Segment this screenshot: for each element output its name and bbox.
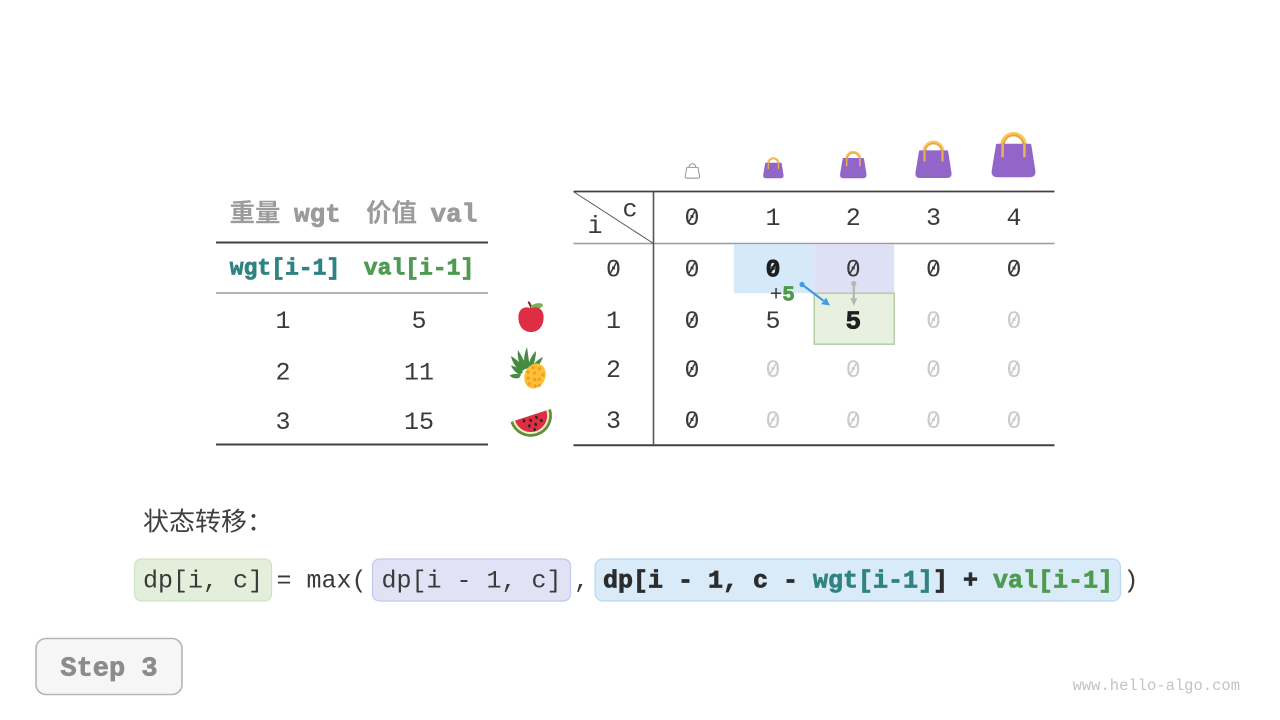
svg-text:2: 2 xyxy=(275,359,290,388)
svg-text:5: 5 xyxy=(411,307,426,336)
svg-text:0: 0 xyxy=(846,407,861,436)
svg-text:0: 0 xyxy=(926,407,941,436)
svg-text:3: 3 xyxy=(926,204,941,233)
svg-text:i: i xyxy=(587,212,602,241)
svg-text:4: 4 xyxy=(1006,204,1021,233)
svg-text:3: 3 xyxy=(606,407,621,436)
svg-text:0: 0 xyxy=(1006,356,1021,385)
svg-text:5: 5 xyxy=(782,285,795,308)
svg-text:= max(: = max( xyxy=(277,566,367,595)
svg-text:0: 0 xyxy=(684,204,699,233)
svg-text:dp[i - 1, c]: dp[i - 1, c] xyxy=(381,566,561,595)
svg-text:0: 0 xyxy=(1006,407,1021,436)
svg-text:0: 0 xyxy=(684,356,699,385)
svg-text:2: 2 xyxy=(606,356,621,385)
svg-text:dp[i, c]: dp[i, c] xyxy=(143,566,263,595)
svg-text:0: 0 xyxy=(765,407,780,436)
svg-text:val[i-1]: val[i-1] xyxy=(364,256,474,282)
svg-text:0: 0 xyxy=(926,255,941,284)
svg-text:dp[i - 1, c - wgt[i-1]] + val[: dp[i - 1, c - wgt[i-1]] + val[i-1] xyxy=(603,566,1113,595)
svg-text:5: 5 xyxy=(765,307,780,336)
svg-text:0: 0 xyxy=(684,407,699,436)
svg-text:wgt: wgt xyxy=(294,200,341,230)
svg-text:1: 1 xyxy=(606,307,621,336)
svg-text:wgt[i-1]: wgt[i-1] xyxy=(230,256,340,282)
svg-text:0: 0 xyxy=(606,255,621,284)
svg-text:1: 1 xyxy=(275,307,290,336)
svg-text:11: 11 xyxy=(404,359,434,388)
svg-text:+: + xyxy=(770,285,783,308)
svg-text:0: 0 xyxy=(684,255,699,284)
svg-text:www.hello-algo.com: www.hello-algo.com xyxy=(1073,677,1240,695)
svg-text:0: 0 xyxy=(684,307,699,336)
svg-text:0: 0 xyxy=(765,356,780,385)
svg-text:val: val xyxy=(431,200,478,230)
svg-text:0: 0 xyxy=(846,356,861,385)
svg-text:0: 0 xyxy=(1006,255,1021,284)
svg-text:5: 5 xyxy=(845,307,861,337)
svg-text:): ) xyxy=(1123,566,1138,595)
svg-text:Step 3: Step 3 xyxy=(60,655,157,685)
svg-text:0: 0 xyxy=(926,356,941,385)
svg-text:c: c xyxy=(622,195,637,224)
svg-text:1: 1 xyxy=(765,204,780,233)
svg-text:15: 15 xyxy=(404,408,434,437)
svg-text:0: 0 xyxy=(846,255,861,284)
svg-text:3: 3 xyxy=(275,408,290,437)
svg-text:0: 0 xyxy=(1006,307,1021,336)
svg-text:,: , xyxy=(574,566,589,595)
svg-text:2: 2 xyxy=(846,204,861,233)
svg-text:0: 0 xyxy=(926,307,941,336)
